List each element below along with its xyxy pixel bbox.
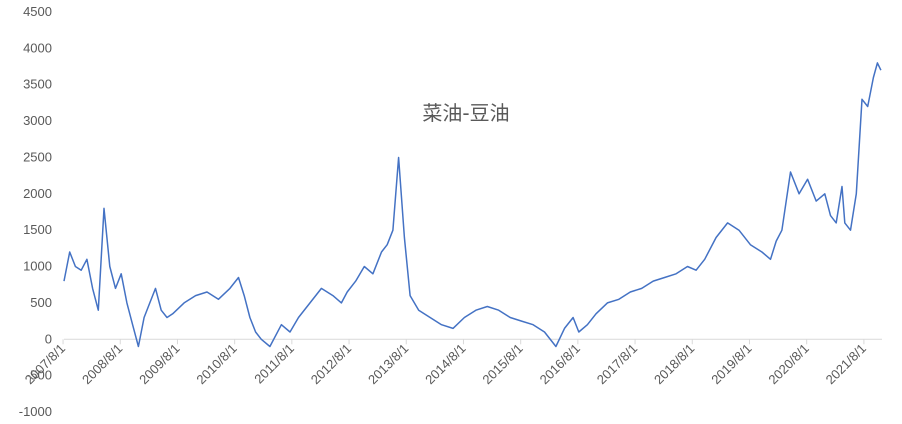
x-tick-label: 2008/8/1: [79, 341, 125, 387]
x-tick-label: 2011/8/1: [251, 341, 297, 387]
chart-title: 菜油-豆油: [422, 101, 509, 125]
y-tick-label: -500: [26, 368, 52, 383]
y-tick-label: 1500: [23, 222, 52, 237]
y-tick-label: 500: [30, 295, 52, 310]
x-tick-label: 2014/8/1: [422, 341, 468, 387]
y-axis-tick-labels: 4500 4000 3500 3000 2500 2000 1500 1000 500 0 -500…: [19, 4, 52, 419]
x-tick-label: 2019/8/1: [708, 341, 754, 387]
x-tick-label: 2021/8/1: [823, 341, 869, 387]
y-tick-label: 1000: [23, 259, 52, 274]
x-tick-label: 2013/8/1: [365, 341, 411, 387]
x-tick-label: 2010/8/1: [193, 341, 239, 387]
y-tick-label: 2000: [23, 186, 52, 201]
x-tick-label: 2020/8/1: [765, 341, 811, 387]
x-tick-label: 2012/8/1: [308, 341, 354, 387]
y-tick-label: 3500: [23, 77, 52, 92]
y-tick-label: 4000: [23, 40, 52, 55]
x-tick-label: 2015/8/1: [479, 341, 525, 387]
x-axis-tick-labels: 2007/8/1 2008/8/1 2009/8/1 2010/8/1 2011/8/1…: [22, 341, 869, 387]
x-tick-label: 2009/8/1: [136, 341, 182, 387]
x-axis-ticks: [62, 339, 865, 345]
y-tick-label: -1000: [19, 404, 52, 419]
x-tick-label: 2017/8/1: [594, 341, 640, 387]
x-tick-label: 2018/8/1: [651, 341, 697, 387]
y-tick-label: 3000: [23, 113, 52, 128]
y-tick-label: 0: [45, 331, 52, 346]
y-tick-label: 4500: [23, 4, 52, 19]
series-line: [63, 62, 882, 348]
y-tick-label: 2500: [23, 149, 52, 164]
x-tick-label: 2016/8/1: [537, 341, 583, 387]
